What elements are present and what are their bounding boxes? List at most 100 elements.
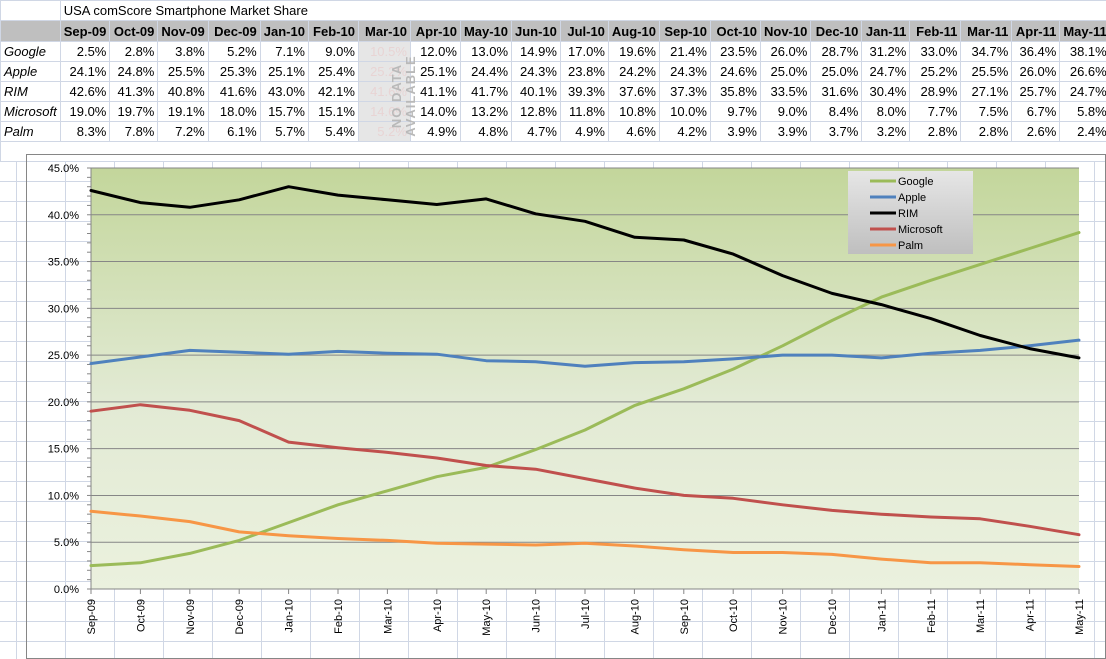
month-header[interactable]: Apr-10 — [409, 20, 461, 42]
no-data-cell[interactable]: 25.2% — [357, 61, 411, 82]
value-cell[interactable]: 31.6% — [810, 81, 863, 102]
value-cell[interactable]: 5.7% — [259, 121, 309, 142]
value-cell[interactable]: 15.7% — [259, 101, 309, 122]
value-cell[interactable]: 10.0% — [658, 101, 711, 122]
value-cell[interactable]: 30.4% — [861, 81, 911, 102]
value-cell[interactable]: 38.1% — [1059, 41, 1106, 62]
value-cell[interactable]: 28.7% — [810, 41, 863, 62]
value-cell[interactable]: 19.7% — [109, 101, 159, 122]
series-line-rim[interactable] — [89, 185, 1081, 360]
no-data-cell[interactable]: 14.6% — [357, 101, 411, 122]
value-cell[interactable]: 4.2% — [658, 121, 711, 142]
sheet-title[interactable]: USA comScore Smartphone Market Share — [59, 0, 1106, 21]
month-header[interactable]: Mar-10 — [357, 20, 411, 42]
value-cell[interactable]: 24.4% — [459, 61, 513, 82]
value-cell[interactable]: 13.0% — [459, 41, 513, 62]
value-cell[interactable]: 33.5% — [759, 81, 812, 102]
value-cell[interactable]: 2.6% — [1011, 121, 1061, 142]
value-cell[interactable]: 23.8% — [559, 61, 609, 82]
value-cell[interactable]: 27.1% — [960, 81, 1013, 102]
no-data-cell[interactable]: 41.6% — [357, 81, 411, 102]
month-header[interactable]: Aug-10 — [607, 20, 660, 42]
value-cell[interactable]: 33.0% — [909, 41, 962, 62]
value-cell[interactable]: 37.6% — [607, 81, 660, 102]
value-cell[interactable]: 6.7% — [1011, 101, 1061, 122]
value-cell[interactable]: 4.9% — [409, 121, 461, 142]
no-data-cell[interactable]: 5.2% — [357, 121, 411, 142]
month-header[interactable]: Jan-10 — [259, 20, 309, 42]
value-cell[interactable]: 25.2% — [909, 61, 962, 82]
value-cell[interactable]: 39.3% — [559, 81, 609, 102]
month-header[interactable]: Feb-10 — [307, 20, 359, 42]
value-cell[interactable]: 28.9% — [909, 81, 962, 102]
value-cell[interactable]: 43.0% — [259, 81, 309, 102]
month-header[interactable]: Oct-09 — [109, 20, 159, 42]
month-header[interactable]: May-10 — [459, 20, 513, 42]
value-cell[interactable]: 41.6% — [207, 81, 261, 102]
value-cell[interactable]: 2.8% — [909, 121, 962, 142]
value-cell[interactable]: 26.0% — [1011, 61, 1061, 82]
value-cell[interactable]: 42.6% — [59, 81, 111, 102]
value-cell[interactable]: 7.7% — [909, 101, 962, 122]
value-cell[interactable]: 25.7% — [1011, 81, 1061, 102]
value-cell[interactable]: 26.0% — [759, 41, 812, 62]
value-cell[interactable]: 24.1% — [59, 61, 111, 82]
value-cell[interactable]: 7.1% — [259, 41, 309, 62]
value-cell[interactable]: 24.7% — [1059, 81, 1106, 102]
value-cell[interactable]: 17.0% — [559, 41, 609, 62]
value-cell[interactable]: 9.7% — [709, 101, 761, 122]
series-line-microsoft[interactable] — [89, 403, 1081, 537]
value-cell[interactable]: 3.9% — [759, 121, 812, 142]
row-label[interactable]: Palm — [0, 121, 61, 142]
month-header[interactable]: Sep-10 — [658, 20, 711, 42]
value-cell[interactable]: 3.2% — [861, 121, 911, 142]
value-cell[interactable]: 31.2% — [861, 41, 911, 62]
value-cell[interactable]: 18.0% — [207, 101, 261, 122]
row-label[interactable]: Apple — [0, 61, 61, 82]
value-cell[interactable]: 15.1% — [307, 101, 359, 122]
row-label[interactable]: Google — [0, 41, 61, 62]
value-cell[interactable]: 25.5% — [960, 61, 1013, 82]
value-cell[interactable]: 25.1% — [259, 61, 309, 82]
header-corner-cell[interactable] — [0, 20, 61, 42]
value-cell[interactable]: 19.6% — [607, 41, 660, 62]
value-cell[interactable]: 5.2% — [207, 41, 261, 62]
value-cell[interactable]: 40.8% — [157, 81, 209, 102]
value-cell[interactable]: 3.7% — [810, 121, 863, 142]
value-cell[interactable]: 8.4% — [810, 101, 863, 122]
value-cell[interactable]: 25.0% — [759, 61, 812, 82]
value-cell[interactable]: 12.8% — [511, 101, 561, 122]
month-header[interactable]: Feb-11 — [909, 20, 962, 42]
month-header[interactable]: Dec-09 — [207, 20, 261, 42]
value-cell[interactable]: 42.1% — [307, 81, 359, 102]
value-cell[interactable]: 10.8% — [607, 101, 660, 122]
value-cell[interactable]: 24.3% — [658, 61, 711, 82]
value-cell[interactable]: 12.0% — [409, 41, 461, 62]
value-cell[interactable]: 9.0% — [307, 41, 359, 62]
row-label[interactable]: Microsoft — [0, 101, 61, 122]
value-cell[interactable]: 3.8% — [157, 41, 209, 62]
month-header[interactable]: Jan-11 — [861, 20, 911, 42]
value-cell[interactable]: 13.2% — [459, 101, 513, 122]
value-cell[interactable]: 19.0% — [59, 101, 111, 122]
value-cell[interactable]: 25.0% — [810, 61, 863, 82]
value-cell[interactable]: 8.0% — [861, 101, 911, 122]
empty-cell[interactable] — [0, 141, 1106, 162]
value-cell[interactable]: 24.6% — [709, 61, 761, 82]
month-header[interactable]: Jun-10 — [511, 20, 561, 42]
month-header[interactable]: Mar-11 — [960, 20, 1013, 42]
value-cell[interactable]: 2.4% — [1059, 121, 1106, 142]
value-cell[interactable]: 4.8% — [459, 121, 513, 142]
value-cell[interactable]: 4.7% — [511, 121, 561, 142]
value-cell[interactable]: 2.5% — [59, 41, 111, 62]
legend-box[interactable] — [848, 171, 973, 254]
value-cell[interactable]: 41.7% — [459, 81, 513, 102]
month-header[interactable]: Sep-09 — [59, 20, 111, 42]
series-line-apple[interactable] — [89, 338, 1081, 368]
value-cell[interactable]: 7.2% — [157, 121, 209, 142]
value-cell[interactable]: 41.1% — [409, 81, 461, 102]
series-line-palm[interactable] — [89, 509, 1081, 568]
no-data-cell[interactable]: 10.5% — [357, 41, 411, 62]
value-cell[interactable]: 2.8% — [109, 41, 159, 62]
